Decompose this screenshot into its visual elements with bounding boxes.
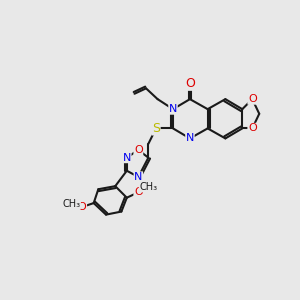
Text: O: O <box>134 187 143 197</box>
Text: N: N <box>169 104 177 114</box>
Text: N: N <box>186 134 194 143</box>
Text: CH₃: CH₃ <box>62 199 80 209</box>
Text: CH₃: CH₃ <box>139 182 158 192</box>
Text: N: N <box>134 172 142 182</box>
Text: S: S <box>152 122 160 135</box>
Text: O: O <box>134 145 143 155</box>
Text: N: N <box>123 153 131 163</box>
Text: O: O <box>78 202 86 212</box>
Text: O: O <box>248 123 257 134</box>
Text: O: O <box>248 94 257 104</box>
Text: O: O <box>185 77 195 90</box>
